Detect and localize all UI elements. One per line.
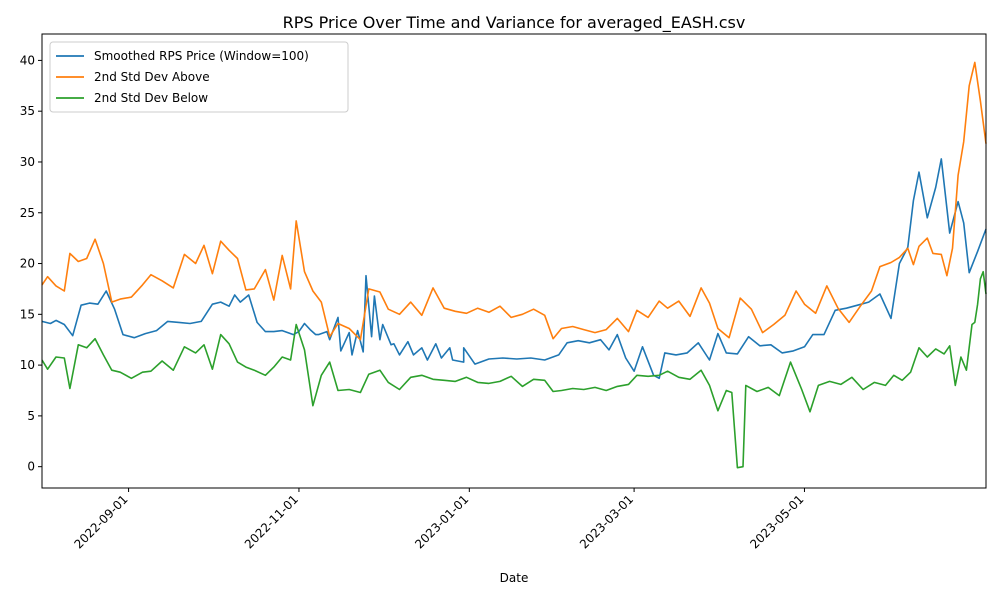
legend-label-2: 2nd Std Dev Below [94,91,208,105]
legend-label-0: Smoothed RPS Price (Window=100) [94,49,309,63]
y-tick-label-6: 30 [20,155,35,169]
x-axis: 2022-09-01 2022-11-01 2023-01-01 2023-03-01… [71,488,807,551]
y-tick-label-0: 0 [27,460,35,474]
y-tick-label-1: 5 [27,409,35,423]
y-tick-label-7: 35 [20,104,35,118]
x-tick-label-1: 2022-11-01 [242,492,301,551]
x-tick-label-0: 2022-09-01 [71,492,130,551]
y-tick-label-3: 15 [20,307,35,321]
y-tick-label-4: 20 [20,257,35,271]
chart-title: RPS Price Over Time and Variance for ave… [283,13,746,33]
series-lines [41,61,987,469]
x-tick-label-2: 2023-01-01 [412,492,471,551]
series-line-0 [41,158,987,380]
plot-frame [41,33,987,489]
x-axis-label: Date [500,571,529,585]
legend: Smoothed RPS Price (Window=100) 2nd Std D… [49,41,349,113]
y-tick-label-8: 40 [20,53,35,67]
legend-box [49,41,349,113]
series-line-1 [41,61,987,341]
legend-label-1: 2nd Std Dev Above [94,70,210,84]
x-tick-label-4: 2023-05-01 [747,492,806,551]
x-tick-label-3: 2023-03-01 [577,492,636,551]
y-tick-label-5: 25 [20,206,35,220]
y-axis: 0 5 10 15 20 25 30 35 40 [20,53,42,474]
series-line-2 [41,270,987,469]
y-tick-label-2: 10 [20,358,35,372]
